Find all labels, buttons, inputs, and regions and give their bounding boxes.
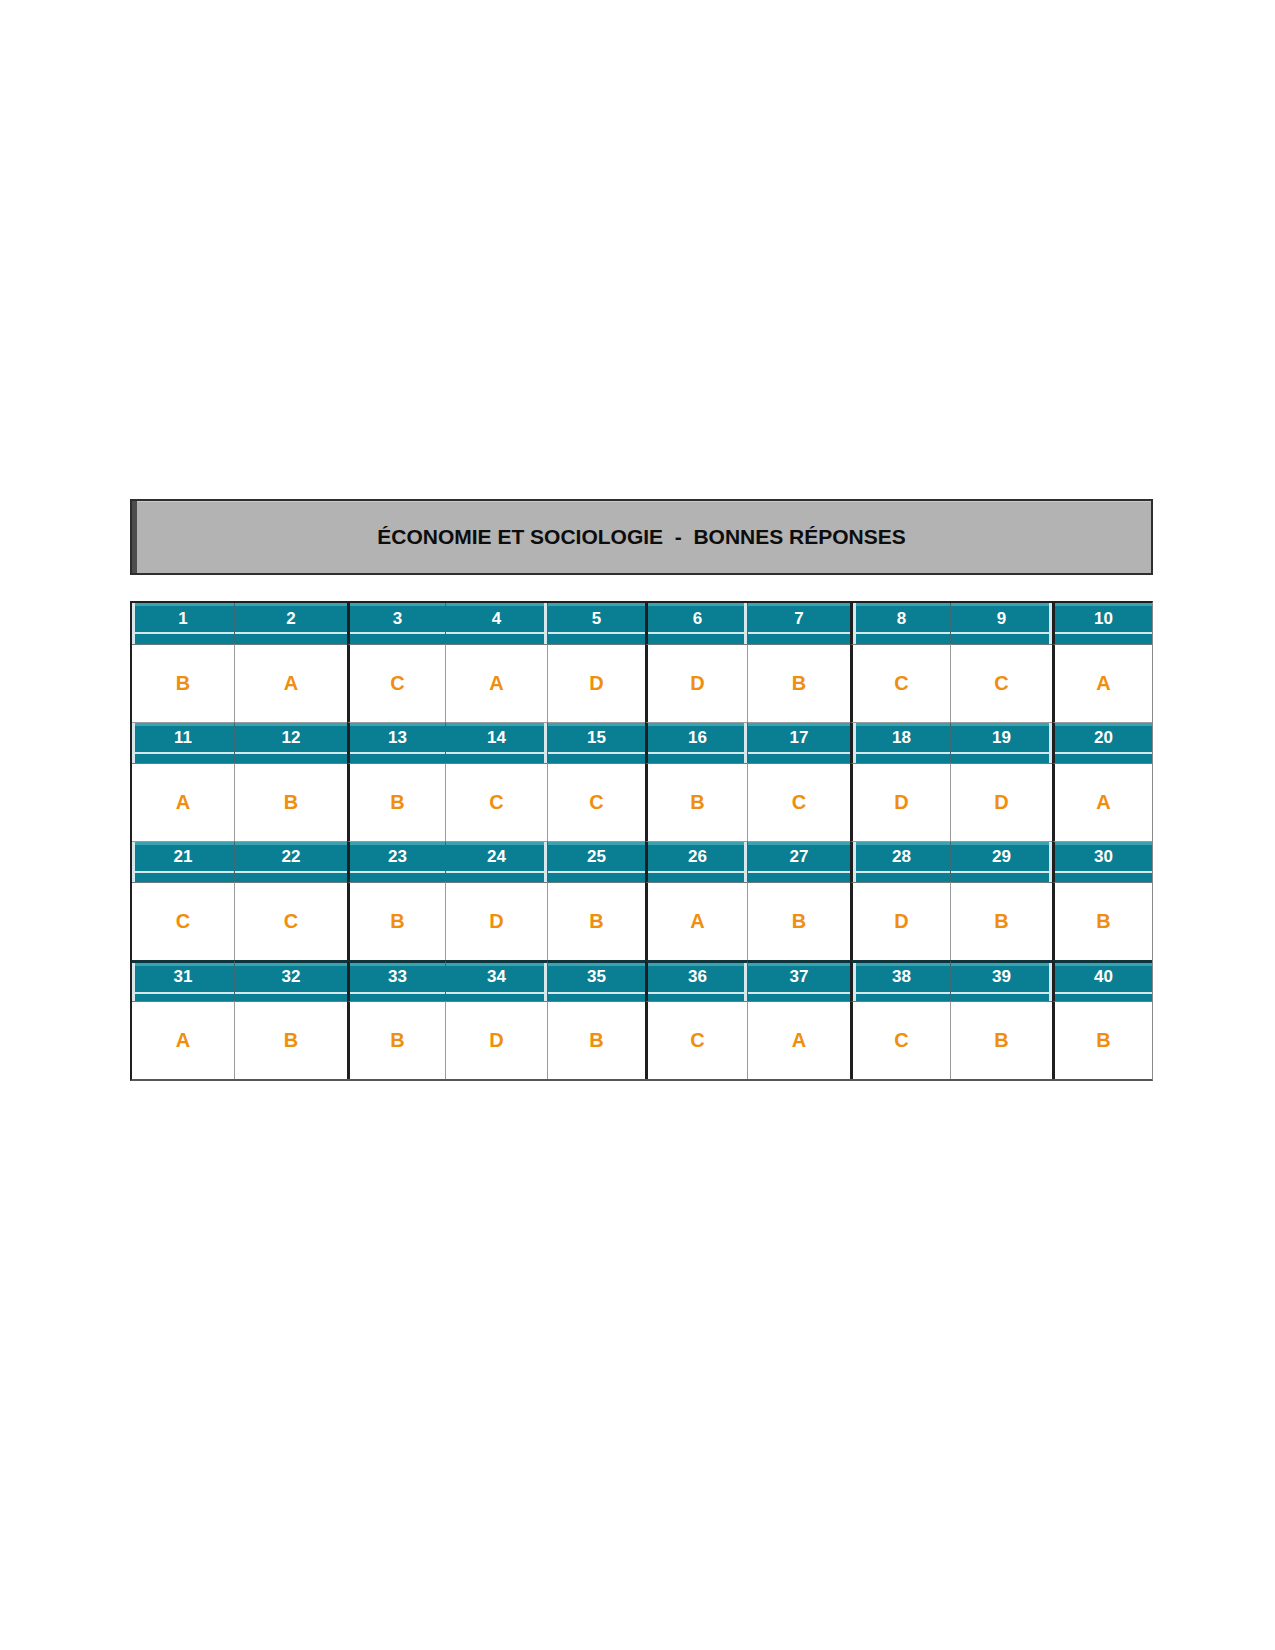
answer-cell: A: [645, 882, 747, 960]
question-number-cell: 16: [645, 722, 747, 763]
answer-cell: C: [645, 1001, 747, 1079]
answer-cell: B: [747, 882, 850, 960]
question-number-cell: 35: [547, 960, 645, 1001]
answer-cell: A: [1052, 644, 1152, 722]
question-number-cell: 20: [1052, 722, 1152, 763]
question-number-cell: 38: [850, 960, 950, 1001]
answer-cell: C: [547, 763, 645, 841]
question-number-cell: 40: [1052, 960, 1152, 1001]
answer-cell: B: [547, 882, 645, 960]
answer-cell: A: [234, 644, 347, 722]
question-number-cell: 5: [547, 603, 645, 644]
answer-cell: C: [132, 882, 234, 960]
question-number-cell: 28: [850, 841, 950, 882]
question-number-cell: 29: [950, 841, 1052, 882]
answer-cell: B: [547, 1001, 645, 1079]
question-number-cell: 18: [850, 722, 950, 763]
question-number-cell: 8: [850, 603, 950, 644]
answer-cell: C: [445, 763, 547, 841]
question-number-cell: 27: [747, 841, 850, 882]
question-number-cell: 31: [132, 960, 234, 1001]
question-number-cell: 25: [547, 841, 645, 882]
answer-cell: C: [850, 1001, 950, 1079]
answer-cell: D: [645, 644, 747, 722]
answer-cell: A: [132, 1001, 234, 1079]
answer-cell: C: [950, 644, 1052, 722]
question-number-cell: 10: [1052, 603, 1152, 644]
answer-cell: D: [547, 644, 645, 722]
document-page: ÉCONOMIE ET SOCIOLOGIE - BONNES RÉPONSES…: [0, 0, 1275, 1650]
question-number-cell: 6: [645, 603, 747, 644]
answer-cell: A: [445, 644, 547, 722]
answer-cell: B: [1052, 1001, 1152, 1079]
answer-cell: B: [132, 644, 234, 722]
answer-cell: B: [347, 882, 445, 960]
answer-cell: D: [850, 763, 950, 841]
question-number-cell: 34: [445, 960, 547, 1001]
answer-cell: B: [347, 763, 445, 841]
question-number-cell: 1: [132, 603, 234, 644]
answer-cell: D: [445, 1001, 547, 1079]
question-number-cell: 33: [347, 960, 445, 1001]
question-number-cell: 19: [950, 722, 1052, 763]
question-number-cell: 37: [747, 960, 850, 1001]
answer-cell: B: [347, 1001, 445, 1079]
answer-cell: B: [747, 644, 850, 722]
answer-cell: C: [850, 644, 950, 722]
answer-cell: C: [234, 882, 347, 960]
question-number-cell: 9: [950, 603, 1052, 644]
question-number-cell: 13: [347, 722, 445, 763]
question-number-cell: 17: [747, 722, 850, 763]
answer-cell: D: [950, 763, 1052, 841]
question-number-cell: 12: [234, 722, 347, 763]
question-number-cell: 22: [234, 841, 347, 882]
document-title: ÉCONOMIE ET SOCIOLOGIE - BONNES RÉPONSES: [377, 525, 906, 549]
answer-cell: B: [645, 763, 747, 841]
question-number-cell: 14: [445, 722, 547, 763]
question-number-cell: 24: [445, 841, 547, 882]
question-number-cell: 3: [347, 603, 445, 644]
answer-cell: A: [132, 763, 234, 841]
question-number-cell: 32: [234, 960, 347, 1001]
answer-cell: B: [950, 882, 1052, 960]
question-number-cell: 15: [547, 722, 645, 763]
question-number-cell: 2: [234, 603, 347, 644]
question-number-cell: 4: [445, 603, 547, 644]
answer-cell: B: [234, 1001, 347, 1079]
question-number-cell: 11: [132, 722, 234, 763]
question-number-cell: 30: [1052, 841, 1152, 882]
question-number-cell: 7: [747, 603, 850, 644]
question-number-cell: 21: [132, 841, 234, 882]
answer-cell: D: [850, 882, 950, 960]
answer-key-table: 12345678910BACADDBCCA1112131415161718192…: [130, 601, 1153, 1081]
question-number-cell: 39: [950, 960, 1052, 1001]
answer-cell: A: [1052, 763, 1152, 841]
question-number-cell: 36: [645, 960, 747, 1001]
answer-cell: B: [1052, 882, 1152, 960]
answer-cell: A: [747, 1001, 850, 1079]
document-title-bar: ÉCONOMIE ET SOCIOLOGIE - BONNES RÉPONSES: [130, 499, 1153, 575]
answer-cell: C: [347, 644, 445, 722]
answer-cell: C: [747, 763, 850, 841]
answer-cell: B: [234, 763, 347, 841]
question-number-cell: 23: [347, 841, 445, 882]
answer-cell: D: [445, 882, 547, 960]
question-number-cell: 26: [645, 841, 747, 882]
answer-cell: B: [950, 1001, 1052, 1079]
